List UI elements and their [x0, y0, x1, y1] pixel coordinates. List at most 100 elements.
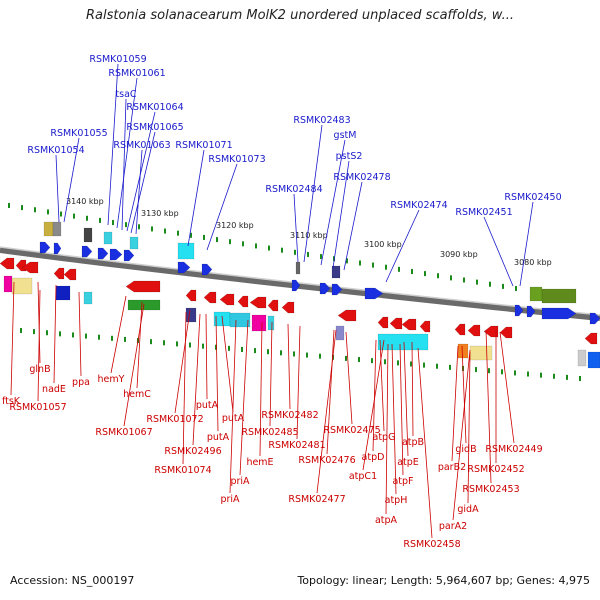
tick-mark-lower: [423, 362, 425, 368]
reverse-gene-label[interactable]: gidB: [455, 444, 476, 455]
reverse-gene-label[interactable]: priA: [220, 494, 240, 505]
reverse-gene-label[interactable]: RSMK02496: [164, 446, 221, 457]
reverse-gene-arrow[interactable]: [53, 267, 65, 280]
reverse-gene-label[interactable]: atpE: [397, 457, 419, 468]
reverse-gene-label[interactable]: atpA: [375, 515, 398, 526]
reverse-gene-label[interactable]: putA: [207, 432, 230, 443]
reverse-gene-label[interactable]: RSMK02477: [288, 494, 345, 505]
reverse-gene-label[interactable]: hemC: [123, 389, 151, 400]
feature-block: [469, 345, 493, 361]
forward-gene-arrow[interactable]: [541, 307, 577, 320]
reverse-gene-arrow[interactable]: [203, 291, 217, 304]
forward-gene-arrow[interactable]: [526, 305, 536, 318]
reverse-gene-label[interactable]: RSMK01067: [95, 427, 152, 438]
reverse-gene-arrow[interactable]: [584, 332, 598, 345]
reverse-gene-label[interactable]: gidA: [457, 504, 479, 515]
reverse-gene-arrow[interactable]: [219, 293, 235, 306]
reverse-gene-label[interactable]: atpC1: [349, 471, 377, 482]
reverse-gene-label[interactable]: parB2: [438, 462, 466, 473]
reverse-gene-label[interactable]: RSMK02452: [467, 464, 524, 475]
reverse-gene-label[interactable]: putA: [196, 400, 219, 411]
forward-gene-arrow[interactable]: [201, 263, 213, 276]
forward-gene-label[interactable]: RSMK02478: [333, 172, 390, 183]
reverse-gene-arrow[interactable]: [377, 316, 389, 329]
reverse-gene-label[interactable]: RSMK01072: [146, 414, 203, 425]
reverse-gene-label[interactable]: RSMK02482: [261, 410, 318, 421]
reverse-gene-label[interactable]: nadE: [42, 384, 66, 395]
reverse-gene-arrow[interactable]: [467, 324, 481, 337]
reverse-gene-arrow[interactable]: [337, 309, 357, 322]
forward-gene-arrow[interactable]: [53, 242, 62, 255]
reverse-gene-label[interactable]: parA2: [439, 521, 467, 532]
forward-gene-arrow[interactable]: [97, 247, 109, 260]
forward-gene-arrow[interactable]: [331, 283, 343, 296]
reverse-gene-arrow[interactable]: [237, 295, 249, 308]
reverse-label-leader: [10, 281, 15, 396]
forward-gene-label[interactable]: RSMK01059: [89, 54, 146, 65]
reverse-gene-arrow[interactable]: [389, 317, 403, 330]
forward-gene-arrow[interactable]: [177, 261, 191, 274]
reverse-gene-arrow[interactable]: [483, 325, 499, 338]
reverse-gene-label[interactable]: ftsK: [2, 396, 21, 407]
reverse-gene-label[interactable]: RSMK02485: [241, 427, 298, 438]
reverse-gene-label[interactable]: ppa: [72, 377, 90, 388]
forward-gene-label[interactable]: RSMK02474: [390, 200, 447, 211]
reverse-gene-label[interactable]: atpD: [362, 452, 385, 463]
reverse-gene-label[interactable]: glnB: [29, 364, 50, 375]
forward-gene-arrow[interactable]: [39, 241, 51, 254]
reverse-gene-label[interactable]: hemE: [246, 457, 273, 468]
reverse-gene-label[interactable]: RSMK02453: [462, 484, 519, 495]
reverse-gene-arrow[interactable]: [21, 261, 39, 274]
forward-gene-label[interactable]: RSMK01063: [113, 140, 170, 151]
forward-gene-arrow[interactable]: [109, 248, 123, 261]
forward-gene-label[interactable]: RSMK02451: [455, 207, 512, 218]
forward-gene-arrow[interactable]: [319, 282, 331, 295]
reverse-gene-label[interactable]: RSMK01074: [154, 465, 211, 476]
forward-gene-label[interactable]: RSMK01064: [126, 102, 183, 113]
reverse-gene-label[interactable]: RSMK02481: [268, 440, 325, 451]
forward-label-leader: [519, 201, 534, 287]
forward-gene-arrow[interactable]: [81, 245, 93, 258]
forward-gene-arrow[interactable]: [364, 287, 384, 300]
forward-gene-label[interactable]: RSMK01073: [208, 154, 265, 165]
reverse-gene-label[interactable]: RSMK01057: [9, 402, 66, 413]
forward-gene-arrow[interactable]: [123, 249, 135, 262]
reverse-gene-label[interactable]: atpB: [402, 437, 424, 448]
reverse-gene-label[interactable]: putA: [222, 413, 245, 424]
forward-label-leader: [332, 160, 350, 269]
reverse-gene-arrow[interactable]: [281, 301, 295, 314]
forward-gene-arrow[interactable]: [514, 304, 524, 317]
reverse-gene-label[interactable]: atpG: [373, 432, 396, 443]
reverse-gene-arrow[interactable]: [454, 323, 466, 336]
reverse-gene-label[interactable]: RSMK02449: [485, 444, 542, 455]
reverse-gene-arrow[interactable]: [419, 320, 431, 333]
forward-gene-label[interactable]: RSMK02483: [293, 115, 350, 126]
forward-gene-label[interactable]: RSMK01054: [27, 145, 84, 156]
forward-gene-arrow[interactable]: [291, 279, 301, 292]
reverse-gene-label[interactable]: RSMK02458: [403, 539, 460, 550]
reverse-gene-arrow[interactable]: [125, 280, 161, 293]
forward-gene-label[interactable]: RSMK01055: [50, 128, 107, 139]
forward-gene-label[interactable]: RSMK01061: [108, 68, 165, 79]
reverse-gene-label[interactable]: atpF: [392, 476, 413, 487]
reverse-gene-arrow[interactable]: [0, 257, 15, 270]
forward-gene-label[interactable]: pstS2: [336, 151, 363, 162]
forward-gene-label[interactable]: tsaC: [115, 89, 136, 100]
reverse-gene-label[interactable]: RSMK02475: [323, 425, 380, 436]
forward-gene-label[interactable]: RSMK02484: [265, 184, 322, 195]
forward-gene-label[interactable]: RSMK02450: [504, 192, 561, 203]
forward-gene-label[interactable]: RSMK01071: [175, 140, 232, 151]
reverse-gene-label[interactable]: hemY: [98, 374, 125, 385]
reverse-gene-arrow[interactable]: [185, 289, 197, 302]
reverse-gene-arrow[interactable]: [249, 296, 267, 309]
forward-gene-label[interactable]: RSMK01065: [126, 122, 183, 133]
reverse-gene-arrow[interactable]: [499, 326, 513, 339]
forward-gene-label[interactable]: gstM: [334, 130, 357, 141]
reverse-gene-label[interactable]: RSMK02476: [298, 455, 355, 466]
reverse-gene-label[interactable]: priA: [230, 476, 250, 487]
reverse-gene-arrow[interactable]: [401, 318, 417, 331]
reverse-gene-arrow[interactable]: [267, 299, 279, 312]
reverse-gene-arrow[interactable]: [63, 268, 77, 281]
forward-gene-arrow[interactable]: [589, 312, 600, 325]
reverse-gene-label[interactable]: atpH: [385, 495, 408, 506]
